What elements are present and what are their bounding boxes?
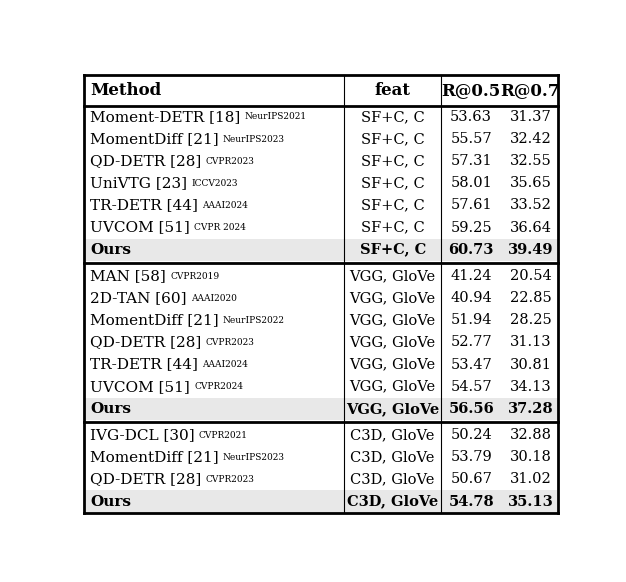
Text: CVPR2019: CVPR2019	[170, 272, 219, 281]
Text: 32.88: 32.88	[510, 428, 552, 442]
Text: 54.57: 54.57	[451, 379, 492, 393]
Text: 31.13: 31.13	[510, 335, 552, 349]
Text: CVPR2023: CVPR2023	[205, 475, 254, 484]
Text: 35.65: 35.65	[510, 176, 552, 190]
Text: 50.24: 50.24	[450, 428, 492, 442]
Text: CVPR 2024: CVPR 2024	[194, 223, 246, 232]
Text: 53.63: 53.63	[450, 110, 492, 124]
Text: SF+C, C: SF+C, C	[361, 198, 424, 212]
Text: 35.13: 35.13	[508, 495, 553, 509]
Text: 37.28: 37.28	[508, 402, 553, 416]
Text: 41.24: 41.24	[451, 269, 492, 283]
Text: VGG, GloVe: VGG, GloVe	[349, 313, 436, 327]
Text: feat: feat	[374, 82, 411, 99]
Text: VGG, GloVe: VGG, GloVe	[349, 357, 436, 371]
Text: 31.37: 31.37	[510, 110, 552, 124]
Text: 52.77: 52.77	[451, 335, 492, 349]
Text: QD-DETR [28]: QD-DETR [28]	[90, 473, 202, 487]
Text: MAN [58]: MAN [58]	[90, 269, 166, 283]
Text: 60.73: 60.73	[449, 243, 494, 257]
Text: UVCOM [51]: UVCOM [51]	[90, 221, 190, 235]
Text: Ours: Ours	[90, 243, 131, 257]
Text: AAAI2024: AAAI2024	[202, 360, 248, 369]
Text: 56.56: 56.56	[448, 402, 494, 416]
Text: SF+C, C: SF+C, C	[361, 176, 424, 190]
Text: AAAI2020: AAAI2020	[191, 294, 237, 303]
Text: TR-DETR [44]: TR-DETR [44]	[90, 357, 198, 371]
Text: UVCOM [51]: UVCOM [51]	[90, 379, 190, 393]
Text: AAAI2024: AAAI2024	[202, 201, 248, 210]
Text: VGG, GloVe: VGG, GloVe	[346, 402, 439, 416]
Text: VGG, GloVe: VGG, GloVe	[349, 291, 436, 305]
Text: MomentDiff [21]: MomentDiff [21]	[90, 313, 219, 327]
Text: Ours: Ours	[90, 402, 131, 416]
Bar	[84, 491, 558, 513]
Text: 28.25: 28.25	[510, 313, 552, 327]
Text: UniVTG [23]: UniVTG [23]	[90, 176, 187, 190]
Text: R@0.7: R@0.7	[501, 82, 560, 99]
Text: SF+C, C: SF+C, C	[361, 110, 424, 124]
Text: ICCV2023: ICCV2023	[192, 179, 238, 188]
Text: 33.52: 33.52	[510, 198, 552, 212]
Text: VGG, GloVe: VGG, GloVe	[349, 379, 436, 393]
Text: C3D, GloVe: C3D, GloVe	[351, 450, 435, 464]
Text: MomentDiff [21]: MomentDiff [21]	[90, 450, 219, 464]
Text: 32.42: 32.42	[510, 132, 552, 146]
Text: TR-DETR [44]: TR-DETR [44]	[90, 198, 198, 212]
Text: 55.57: 55.57	[451, 132, 492, 146]
Text: 51.94: 51.94	[451, 313, 492, 327]
Text: QD-DETR [28]: QD-DETR [28]	[90, 335, 202, 349]
Text: 34.13: 34.13	[510, 379, 552, 393]
Text: NeurIPS2023: NeurIPS2023	[223, 453, 285, 462]
Text: SF+C, C: SF+C, C	[361, 154, 424, 168]
Text: 53.79: 53.79	[450, 450, 492, 464]
Text: 32.55: 32.55	[510, 154, 552, 168]
Text: 30.81: 30.81	[510, 357, 552, 371]
Text: VGG, GloVe: VGG, GloVe	[349, 269, 436, 283]
Text: VGG, GloVe: VGG, GloVe	[349, 335, 436, 349]
Text: CVPR2023: CVPR2023	[205, 157, 254, 166]
Text: CVPR2024: CVPR2024	[194, 382, 243, 391]
Bar	[84, 239, 558, 261]
Text: SF+C, C: SF+C, C	[359, 243, 426, 257]
Text: 2D-TAN [60]: 2D-TAN [60]	[90, 291, 187, 305]
Text: 22.85: 22.85	[510, 291, 552, 305]
Text: 54.78: 54.78	[448, 495, 494, 509]
Bar	[84, 398, 558, 420]
Text: 53.47: 53.47	[450, 357, 492, 371]
Text: CVPR2023: CVPR2023	[205, 338, 254, 347]
Text: 59.25: 59.25	[451, 221, 492, 235]
Text: Method: Method	[90, 82, 162, 99]
Text: CVPR2021: CVPR2021	[199, 431, 248, 439]
Text: 30.18: 30.18	[510, 450, 552, 464]
Text: Ours: Ours	[90, 495, 131, 509]
Text: 58.01: 58.01	[450, 176, 492, 190]
Text: C3D, GloVe: C3D, GloVe	[351, 428, 435, 442]
Text: 36.64: 36.64	[510, 221, 552, 235]
Text: 40.94: 40.94	[450, 291, 492, 305]
Text: MomentDiff [21]: MomentDiff [21]	[90, 132, 219, 146]
Text: C3D, GloVe: C3D, GloVe	[347, 495, 438, 509]
Text: C3D, GloVe: C3D, GloVe	[351, 473, 435, 487]
Text: NeurIPS2023: NeurIPS2023	[223, 134, 285, 144]
Text: SF+C, C: SF+C, C	[361, 221, 424, 235]
Text: NeurIPS2021: NeurIPS2021	[245, 112, 307, 122]
Text: SF+C, C: SF+C, C	[361, 132, 424, 146]
Text: 57.61: 57.61	[451, 198, 492, 212]
Text: 39.49: 39.49	[508, 243, 553, 257]
Text: 50.67: 50.67	[450, 473, 492, 487]
Text: 57.31: 57.31	[451, 154, 492, 168]
Text: Moment-DETR [18]: Moment-DETR [18]	[90, 110, 240, 124]
Text: R@0.5: R@0.5	[441, 82, 501, 99]
Text: IVG-DCL [30]: IVG-DCL [30]	[90, 428, 195, 442]
Text: NeurIPS2022: NeurIPS2022	[223, 316, 285, 325]
Text: 20.54: 20.54	[510, 269, 552, 283]
Text: 31.02: 31.02	[510, 473, 552, 487]
Text: QD-DETR [28]: QD-DETR [28]	[90, 154, 202, 168]
